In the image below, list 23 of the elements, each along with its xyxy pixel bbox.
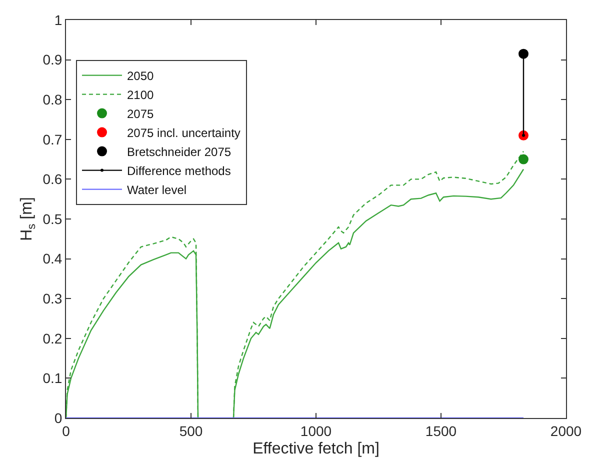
y-tick-label: 0.8 xyxy=(42,92,62,108)
y-tick-label: 0 xyxy=(54,410,62,426)
x-tick-label: 500 xyxy=(179,422,203,439)
y-tick-label: 0.5 xyxy=(42,210,62,227)
y-tick-label: 0.3 xyxy=(42,290,62,306)
y-tick-label: 0.4 xyxy=(42,250,62,267)
legend-label: 2075 xyxy=(127,106,154,121)
x-tick-label: 2000 xyxy=(550,422,582,439)
y-tick-label: 0.6 xyxy=(42,171,62,188)
legend-label: Difference methods xyxy=(127,164,231,178)
y-tick-label: 0.9 xyxy=(42,52,62,68)
y-tick-label: 1 xyxy=(54,12,62,28)
x-tick-label: 1000 xyxy=(300,422,332,439)
y-tick-label: 0.1 xyxy=(42,370,62,386)
x-tick-label: 1500 xyxy=(425,422,457,439)
x-axis-title: Effective fetch [m] xyxy=(252,440,380,458)
legend-label: 2050 xyxy=(127,68,154,83)
y-tick-label: 0.2 xyxy=(42,330,62,346)
y-tick-label: 0.7 xyxy=(42,131,62,148)
legend-label: 2100 xyxy=(127,88,154,102)
legend-label: Bretschneider 2075 xyxy=(127,144,232,159)
legend-label: 2075 incl. uncertainty xyxy=(127,126,240,140)
legend-label: Water level xyxy=(127,182,187,197)
